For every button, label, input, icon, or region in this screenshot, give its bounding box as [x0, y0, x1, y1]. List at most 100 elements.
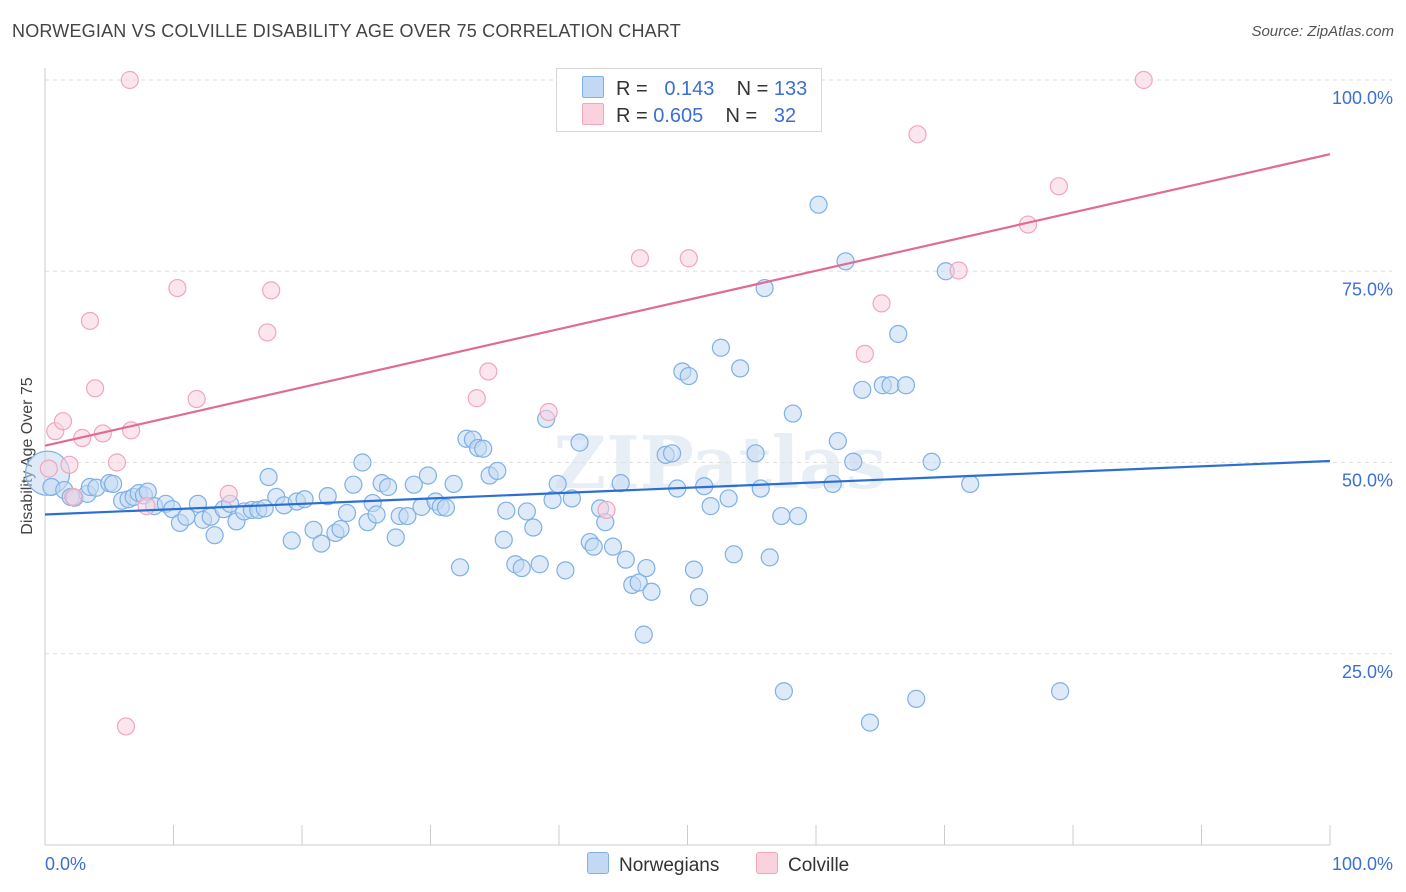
- norwegians-point: [584, 537, 603, 556]
- colville-point: [187, 389, 206, 409]
- norwegians-point: [436, 498, 456, 517]
- norwegians-point: [353, 453, 372, 472]
- norwegians-point: [774, 682, 793, 701]
- norwegians-point: [205, 526, 224, 545]
- norwegians-point: [629, 573, 648, 592]
- colville-point: [539, 402, 558, 422]
- norwegians-point: [367, 505, 386, 524]
- norwegians-point: [922, 452, 941, 471]
- legend-r-value: 0.143: [664, 78, 715, 100]
- y-tick-label: 25.0%: [1342, 662, 1393, 682]
- norwegians-point: [524, 518, 543, 537]
- colville-point: [1134, 70, 1153, 90]
- norwegians-trend-line: [44, 459, 1331, 516]
- norwegians-point: [312, 534, 331, 553]
- legend-r-value: 0.605: [653, 105, 704, 127]
- y-tick-label: 100.0%: [1332, 88, 1393, 108]
- norwegians-point: [616, 550, 635, 569]
- norwegians-point: [751, 479, 770, 498]
- colville-point: [107, 453, 127, 472]
- norwegians-point: [642, 582, 661, 601]
- norwegians-point: [611, 474, 630, 493]
- colville-point: [597, 500, 616, 520]
- y-tick-label: 75.0%: [1342, 279, 1393, 299]
- norwegians-point: [1051, 682, 1070, 701]
- norwegians-point: [570, 433, 589, 452]
- norwegians-point: [488, 461, 507, 481]
- norwegians-point: [418, 466, 438, 485]
- norwegians-point: [662, 444, 682, 463]
- norwegians-point: [853, 380, 872, 399]
- norwegians-point: [823, 474, 842, 494]
- norwegians-point: [282, 531, 301, 550]
- legend-swatch-colville: [582, 103, 604, 125]
- source-label: Source: ZipAtlas.com: [1251, 23, 1394, 40]
- legend-r-label: R =: [616, 105, 648, 127]
- colville-point: [116, 717, 136, 736]
- norwegians-point: [711, 338, 731, 357]
- colville-point: [80, 311, 100, 331]
- legend-n-label: N =: [725, 105, 758, 127]
- legend-swatch-norwegians: [582, 76, 604, 98]
- x-tick-label: 100.0%: [1332, 854, 1393, 874]
- series-swatch-norwegians: [587, 852, 609, 874]
- colville-point: [262, 281, 281, 300]
- colville-point: [39, 459, 58, 478]
- colville-point: [137, 497, 156, 516]
- norwegians-point: [889, 324, 908, 344]
- norwegians-point: [783, 404, 802, 423]
- norwegians-point: [304, 520, 323, 539]
- norwegians-point: [809, 195, 828, 214]
- norwegians-point: [444, 474, 463, 494]
- norwegians-point: [637, 558, 656, 578]
- colville-point: [872, 294, 891, 313]
- norwegians-point: [907, 689, 926, 708]
- norwegians-point: [517, 502, 536, 521]
- y-tick-label: 50.0%: [1342, 471, 1393, 491]
- norwegians-point: [404, 475, 423, 494]
- colville-point: [1049, 177, 1068, 196]
- series-legend-norwegians: Norwegians: [587, 852, 719, 877]
- norwegians-point: [961, 474, 980, 494]
- norwegians-point: [634, 625, 653, 644]
- legend-n-label: N =: [736, 78, 769, 100]
- norwegians-point: [474, 439, 493, 458]
- norwegians-point: [836, 252, 855, 271]
- series-label-colville: Colville: [788, 855, 850, 876]
- series-swatch-colville: [756, 852, 778, 874]
- correlation-legend: R = 0.143 N = 133 R = 0.605 N = 32: [556, 68, 822, 132]
- legend-n-value: 32: [773, 105, 797, 127]
- legend-row-norwegians: R = 0.143 N = 133: [582, 76, 807, 100]
- norwegians-point: [259, 467, 278, 487]
- norwegians-point: [719, 489, 738, 508]
- norwegians-point: [512, 558, 531, 578]
- norwegians-point: [398, 506, 417, 526]
- series-legend-colville: Colville: [756, 852, 849, 877]
- colville-point: [467, 389, 486, 408]
- norwegians-point: [724, 545, 743, 564]
- norwegians-point: [548, 474, 567, 494]
- colville-point: [168, 278, 187, 298]
- norwegians-point: [344, 475, 363, 494]
- norwegians-point: [788, 506, 808, 526]
- norwegians-point: [860, 713, 880, 732]
- norwegians-point: [760, 548, 779, 567]
- norwegians-point: [494, 530, 513, 549]
- norwegians-point: [603, 537, 623, 556]
- norwegians-point: [188, 494, 208, 513]
- norwegians-point: [530, 555, 549, 574]
- legend-n-value: 133: [773, 78, 808, 100]
- colville-point: [53, 412, 73, 431]
- norwegians-point: [337, 503, 357, 523]
- legend-r-label: R =: [616, 78, 648, 100]
- legend-row-colville: R = 0.605 N = 32: [582, 103, 796, 127]
- colville-point: [630, 249, 650, 268]
- colville-point: [679, 249, 698, 268]
- norwegians-point: [318, 487, 337, 506]
- norwegians-point: [104, 474, 123, 494]
- norwegians-point: [497, 501, 516, 520]
- norwegians-point: [689, 588, 709, 607]
- series-label-norwegians: Norwegians: [619, 855, 720, 876]
- norwegians-point: [556, 561, 575, 580]
